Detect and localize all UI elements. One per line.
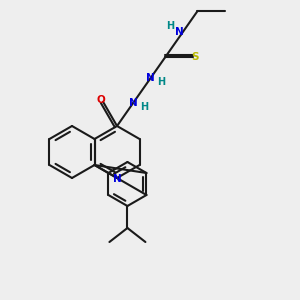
Text: O: O: [97, 95, 105, 105]
Text: H: H: [140, 102, 148, 112]
Text: N: N: [175, 27, 184, 37]
Text: S: S: [191, 52, 199, 62]
Text: N: N: [129, 98, 137, 108]
Text: H: H: [157, 77, 165, 87]
Text: N: N: [113, 174, 122, 184]
Text: N: N: [146, 73, 154, 83]
Text: H: H: [166, 21, 174, 31]
